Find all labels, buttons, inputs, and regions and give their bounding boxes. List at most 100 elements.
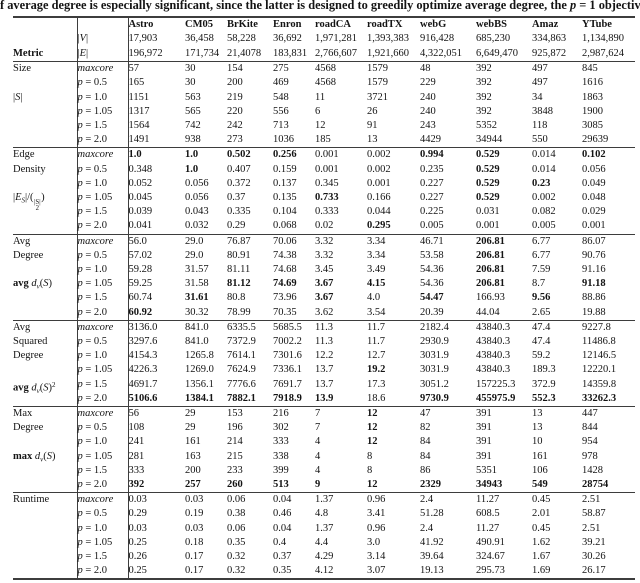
column-header-row: Astro CM05 BrKite Enron roadCA roadTX webG webB… — [13, 17, 635, 33]
section-label-line — [13, 550, 77, 564]
table-row: p = 1.5 0.039 0.043 0.335 0.104 0.333 0.044 0.2… — [13, 205, 635, 220]
data-cell: 1491 — [127, 133, 185, 148]
data-cell: 2.4 — [420, 494, 434, 506]
section-label-line — [13, 133, 77, 147]
data-cell: 0.407 — [227, 163, 251, 175]
data-cell: 0.159 — [273, 163, 297, 175]
data-cell: 0.345 — [315, 177, 339, 189]
data-cell: 3.41 — [367, 508, 386, 520]
row-label: p = 1.0 — [76, 176, 128, 191]
data-cell: 206.81 — [476, 264, 505, 276]
section-label-line — [13, 478, 77, 492]
binom-stack: |S| 2 — [34, 198, 41, 213]
data-cell: 108 — [127, 421, 185, 436]
data-cell: 54.36 — [420, 278, 444, 290]
data-cell: 4 — [315, 464, 321, 476]
data-cell: 1579 — [367, 63, 388, 75]
data-cell: 106 — [532, 464, 548, 476]
data-cell: 5685.5 — [273, 321, 302, 333]
data-cell: 0.014 — [532, 163, 556, 175]
data-cell: 5352 — [476, 119, 497, 131]
section-label-line — [13, 363, 77, 377]
data-cell: 30.26 — [582, 551, 606, 563]
data-cell: 9730.9 — [420, 392, 449, 404]
row-label: p = 0.5 — [76, 421, 128, 436]
data-cell: 7 — [315, 422, 321, 434]
data-cell: 4.15 — [367, 278, 386, 290]
row-label: maxcore — [76, 492, 128, 508]
data-cell: 3.14 — [367, 551, 386, 563]
edge-count-cell: 2,987,624 — [582, 47, 624, 59]
data-cell: 4 — [315, 450, 321, 462]
data-cell: 0.32 — [227, 551, 246, 563]
edge-count-cell: 925,872 — [532, 47, 567, 59]
data-cell: 0.001 — [582, 220, 606, 232]
row-label: p = 1.05 — [76, 535, 128, 551]
data-cell: 7918.9 — [273, 392, 302, 404]
data-cell: 6 — [315, 105, 321, 117]
data-cell: 4.8 — [315, 508, 329, 520]
table-row: p = 1.0 0.03 0.03 0.06 0.04 1.37 0.96 2.4 11.27 0… — [13, 521, 635, 536]
data-cell: 0.35 — [227, 536, 246, 548]
data-cell: 260 — [227, 479, 243, 491]
data-cell: 7002.2 — [273, 336, 302, 348]
graph-column-header: roadCA — [315, 19, 351, 31]
data-cell: 4.12 — [315, 565, 334, 577]
vertex-count-cell: 1,134,890 — [582, 33, 624, 45]
data-cell: 12 — [315, 119, 326, 131]
data-cell: 0.96 — [367, 522, 386, 534]
table-row: p = 2.0 60.92 30.32 78.99 70.35 3.62 3.54 20.39… — [13, 305, 635, 321]
edge-count-cell: 2,766,607 — [315, 47, 357, 59]
row-label: p = 2.0 — [76, 305, 128, 321]
vertex-count-cell: 916,428 — [420, 33, 455, 45]
data-cell: 2.4 — [420, 522, 434, 534]
table-row: p = 1.5 4691.7 1356.1 7776.6 7691.7 13.7 17.3 3… — [13, 377, 635, 392]
data-cell: 11.3 — [315, 336, 333, 348]
data-cell: 59.2 — [532, 350, 551, 362]
edge-count-cell: 6,649,470 — [476, 47, 518, 59]
metric-header: Metric — [13, 47, 44, 59]
data-cell: 12 — [367, 436, 378, 448]
data-cell: 4568 — [315, 77, 336, 89]
data-cell: 324.67 — [476, 551, 505, 563]
data-cell: 841.0 — [185, 321, 209, 333]
data-cell: 0.06 — [227, 522, 246, 534]
data-cell: 11 — [315, 91, 326, 103]
data-cell: 0.005 — [420, 220, 444, 232]
table-row: p = 2.0 1491 938 273 1036 185 13 4429 34944 550 29… — [13, 133, 635, 148]
data-cell: 338 — [273, 450, 289, 462]
data-cell: 44.04 — [476, 306, 500, 318]
table-row: Runtime maxcore 0.03 0.03 0.06 0.04 1.37 0.96 2.… — [13, 492, 635, 508]
data-cell: 33262.3 — [582, 392, 617, 404]
edge-count-cell: 183,831 — [273, 47, 308, 59]
section-label-line: Degree — [13, 350, 44, 362]
data-cell: 240 — [420, 91, 436, 103]
row-label: p = 1.5 — [76, 118, 128, 134]
table-row: Max Degree max dv(S) maxcore 56 29 153 216 7 12 47… — [13, 406, 635, 463]
data-cell: 81.11 — [227, 264, 251, 276]
row-label: p = 0.5 — [76, 248, 128, 264]
data-cell: 8.7 — [532, 278, 546, 290]
data-cell: 56 — [127, 406, 185, 422]
section-label-line — [13, 306, 77, 320]
data-cell: 43840.3 — [476, 336, 511, 348]
row-label: p = 1.05 — [76, 191, 128, 206]
table-row: p = 1.0 4154.3 1265.8 7614.1 7301.6 12.2 12.7 3… — [13, 349, 635, 364]
data-cell: 497 — [532, 63, 548, 75]
data-cell: 0.46 — [273, 508, 292, 520]
section-label-line: |ES|/(|S| 2) — [13, 192, 45, 213]
data-cell: 11.27 — [476, 522, 500, 534]
data-cell: 0.38 — [227, 508, 246, 520]
data-cell: 12 — [367, 479, 378, 491]
data-cell: 19.88 — [582, 306, 606, 318]
data-cell: 1.37 — [315, 522, 334, 534]
data-cell: 56.0 — [127, 234, 185, 249]
section-label-line — [13, 219, 77, 233]
data-cell: 5106.6 — [127, 391, 185, 407]
data-cell: 1564 — [127, 118, 185, 134]
table-row: p = 0.5 57.02 29.0 80.91 74.38 3.32 3.34 53.58 2… — [13, 248, 635, 264]
data-cell: 3.45 — [315, 264, 334, 276]
data-cell: 0.25 — [127, 535, 185, 551]
graph-column-header: webBS — [476, 19, 507, 31]
data-cell: 229 — [420, 77, 436, 89]
